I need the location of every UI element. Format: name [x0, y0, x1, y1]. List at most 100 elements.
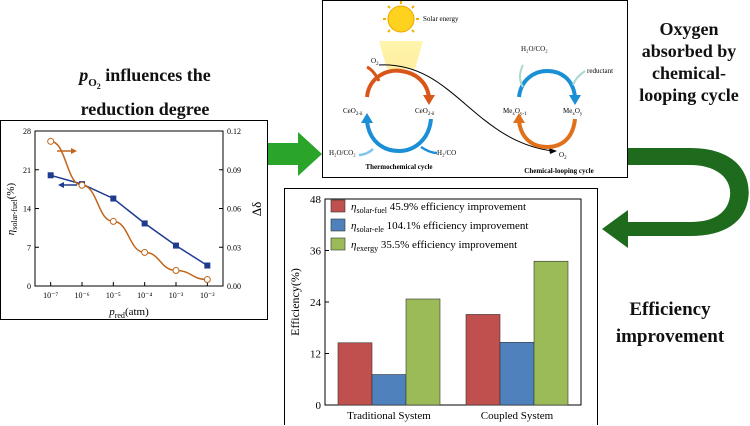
looping-bottom-arrowhead [513, 113, 525, 123]
line-chart-ytick-label: 14 [23, 205, 31, 214]
legend-sub: solar-ele [356, 225, 384, 234]
legend-text: 104.1% efficiency improvement [384, 220, 529, 232]
eta-data-point [141, 220, 148, 227]
bar-chart-panel: Efficiency(%) 0 12 24 36 48 Traditional Syste… [284, 188, 598, 425]
legend-entry: ηexergy 35.5% efficiency improvement [351, 239, 517, 253]
o2-transfer-path [378, 64, 554, 152]
legend-text: 35.5% efficiency improvement [378, 239, 517, 251]
eta-data-point [173, 242, 179, 249]
thermo-h2-out [420, 145, 438, 155]
thermo-h2o-in [358, 148, 374, 157]
oxygen-caption: Oxygen absorbed by chemical- looping cyc… [628, 18, 750, 106]
line-chart-xtick-label: 10⁻⁷ [43, 291, 58, 300]
delta-data-point [47, 137, 55, 145]
o2-top-label: O2 [371, 57, 379, 67]
efficiency-caption-line2: improvement [615, 326, 725, 347]
eta-series-line [50, 174, 208, 267]
thermo-top-arrowhead [423, 95, 435, 105]
po2-caption-line1: pO2 influences the [20, 64, 270, 98]
thermochemical-cycle-label: Thermochemical cycle [365, 163, 432, 171]
bar-solar-fuel [337, 342, 373, 406]
ceo2-left-label: CeO2-δ [343, 107, 363, 117]
bar-solar-ele [371, 374, 407, 406]
thermo-top-arrow [365, 68, 431, 98]
bar-solar-ele [499, 342, 535, 406]
po2-rest: influences the [100, 65, 211, 85]
line-chart-ytick-label: 28 [23, 127, 31, 136]
legend-symbol: η [351, 239, 356, 251]
oxygen-caption-line4: looping cycle [639, 85, 739, 105]
line-chart-xlabel: pred(atm) [108, 306, 149, 319]
legend-symbol: η [351, 201, 356, 213]
po2-sub: O [88, 76, 97, 89]
delta-data-point [141, 248, 149, 256]
cycle-diagram: Solar energy O2 CeO2-δ CeO2-δ H₂O/CO₂ H₂… [329, 1, 613, 175]
looping-top-arrow [517, 68, 577, 98]
solar-energy-label: Solar energy [423, 15, 459, 23]
orange-axis-indicator [57, 148, 77, 154]
h2o-co2-left-label: H₂O/CO₂ [329, 149, 356, 157]
eta-data-point [204, 262, 211, 269]
line-chart-y2tick-label: 0.12 [227, 127, 241, 136]
line-chart-panel: ηsolar-fuel(%) Δδ pred(atm) 0 7 14 21 28 0.00… [0, 120, 268, 320]
looping-top-arrowhead [569, 95, 581, 105]
line-chart-y2tick-label: 0.09 [227, 166, 241, 175]
looping-h2o-in [519, 64, 524, 88]
bar-chart: Efficiency(%) 0 12 24 36 48 Traditional Syste… [288, 194, 582, 422]
chemical-looping-label: Chemical-looping cycle [524, 167, 593, 175]
line-chart-xlabel-rest: (atm) [125, 306, 149, 318]
line-chart-ylabel-main: η [5, 230, 17, 235]
looping-bottom-arrow [517, 118, 577, 150]
line-chart-y2tick-label: 0.06 [227, 205, 241, 214]
po2-subsub: 2 [96, 81, 101, 91]
legend-swatch [330, 218, 346, 232]
eta-data-point [110, 195, 117, 202]
bar-chart-ytick-label: 48 [310, 194, 322, 206]
bar-exergy [405, 298, 441, 406]
bar-chart-category-label: Traditional System [347, 410, 431, 422]
line-chart-y2tick-label: 0.03 [227, 243, 241, 252]
o2-transfer-arrowhead [549, 148, 557, 154]
delta-data-point [78, 181, 86, 189]
bar-chart-legend: ηsolar-fuel 45.9% efficiency improvement… [330, 199, 528, 253]
bar-chart-ytick-label: 0 [316, 400, 322, 412]
line-chart: ηsolar-fuel(%) Δδ pred(atm) 0 7 14 21 28 0.00… [5, 127, 264, 319]
delta-data-point [172, 267, 180, 274]
delta-data-point [109, 217, 117, 225]
legend-sub: exergy [356, 244, 378, 253]
efficiency-caption: Efficiency improvement [600, 296, 740, 350]
looping-reductant-in [572, 70, 586, 86]
legend-symbol: η [351, 220, 356, 232]
bar-chart-marks: 0 12 24 36 48 Traditional System Coupled Syste… [310, 194, 569, 422]
ceo2-right-label: CeO2-δ [415, 107, 435, 117]
curved-green-arrow [602, 148, 749, 248]
legend-swatch [330, 199, 346, 213]
meo-left-label: MexOy-1 [503, 107, 527, 117]
line-chart-xlabel-sub: red [115, 311, 125, 319]
line-chart-ylabel: ηsolar-fuel(%) [5, 182, 19, 235]
thermo-o2-release [366, 65, 381, 82]
line-chart-xtick-label: 10⁻⁶ [74, 291, 89, 300]
bar-exergy [533, 260, 569, 406]
thermo-bottom-arrowhead [361, 113, 373, 123]
efficiency-caption-line1: Efficiency [629, 299, 711, 320]
oxygen-caption-line3: chemical- [652, 63, 726, 83]
line-chart-ylabel-rest: (%) [5, 182, 17, 199]
line-chart-y2tick-label: 0.00 [227, 282, 241, 291]
bar-chart-ytick-label: 24 [310, 297, 322, 309]
meo-right-label: MexOy [563, 107, 583, 117]
delta-data-point [203, 276, 211, 284]
reductant-label: reductant [587, 67, 613, 75]
legend-entry: ηsolar-ele 104.1% efficiency improvement [351, 220, 528, 234]
line-chart-xtick-label: 10⁻⁵ [106, 291, 121, 300]
legend-text: 45.9% efficiency improvement [387, 201, 526, 213]
blue-axis-indicator [58, 182, 77, 188]
bar-chart-ylabel: Efficiency(%) [288, 268, 302, 336]
oxygen-caption-line1: Oxygen [659, 19, 719, 39]
bar-chart-ytick-label: 36 [310, 246, 322, 258]
sun-icon [379, 1, 423, 69]
bar-chart-category-label: Coupled System [481, 410, 554, 422]
po2-caption: pO2 influences the reduction degree [20, 64, 270, 120]
h2-co-label: H₂/CO [437, 149, 456, 157]
